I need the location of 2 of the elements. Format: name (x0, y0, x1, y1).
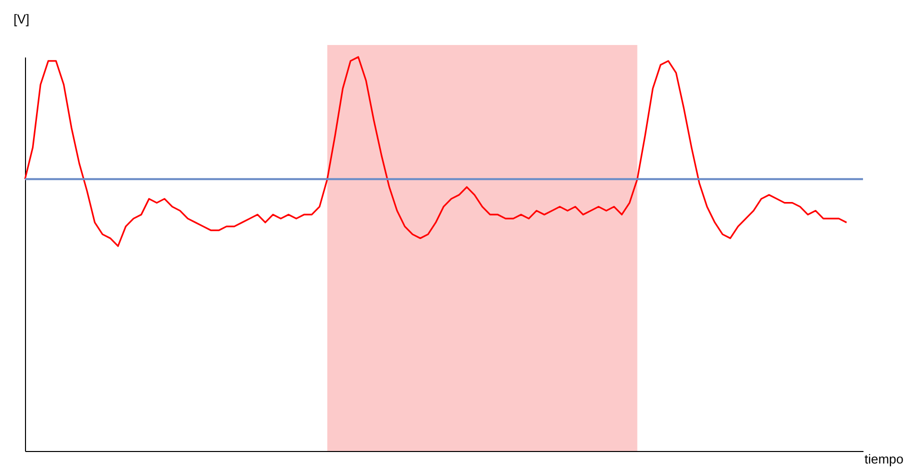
x-axis-title: tiempo (864, 452, 904, 466)
y-axis-title: [V] (14, 12, 30, 26)
